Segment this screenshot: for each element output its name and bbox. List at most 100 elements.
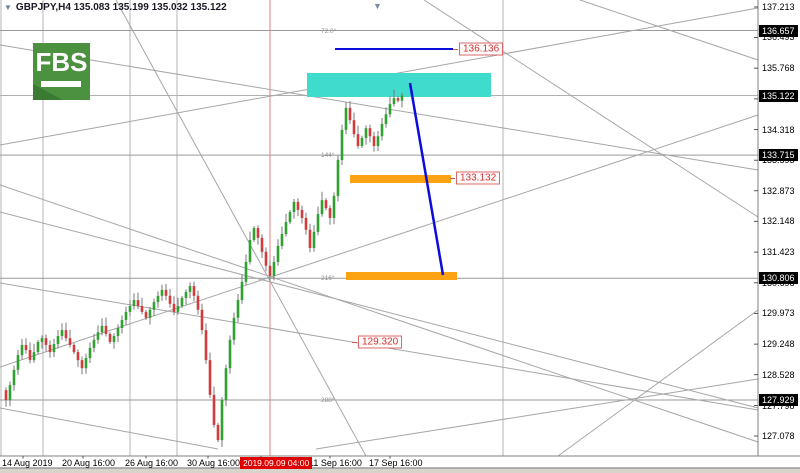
- candle-body: [388, 104, 392, 115]
- candle-body: [348, 107, 352, 121]
- candle-body: [384, 114, 388, 124]
- candle-body: [80, 360, 84, 369]
- candle-body: [84, 358, 88, 369]
- time-axis-label-highlighted: 2019.09.09 04:00: [240, 457, 313, 469]
- y-axis-tick-label: 132.873: [762, 185, 795, 196]
- candle-body: [236, 300, 240, 318]
- candle-body: [176, 305, 180, 312]
- time-axis-label: 30 Aug 16:00: [187, 458, 241, 468]
- y-axis-price-label: 136.657: [759, 24, 798, 37]
- candle-body: [56, 336, 60, 345]
- candle-body: [140, 305, 144, 312]
- candle-body: [204, 330, 208, 361]
- candle-body: [324, 200, 328, 209]
- candle-body: [256, 228, 260, 238]
- price-tag-dash: [450, 178, 455, 179]
- gann-angle-label: 72.0°: [321, 27, 337, 35]
- y-axis-price-label: 127.929: [759, 393, 798, 406]
- chart-shift-marker-icon[interactable]: ▼: [373, 1, 382, 11]
- candle-body: [24, 344, 28, 350]
- trend-line[interactable]: [0, 407, 219, 450]
- y-axis-price-label: 133.715: [759, 149, 798, 162]
- candle-body: [192, 286, 196, 296]
- price-tag-label[interactable]: 133.132: [456, 171, 501, 185]
- candle-body: [172, 303, 176, 312]
- time-axis-label: 26 Aug 16:00: [125, 458, 179, 468]
- time-axis-label: 20 Aug 16:00: [62, 458, 116, 468]
- candle-body: [336, 159, 340, 196]
- candle-body: [164, 289, 168, 296]
- support-zone-2[interactable]: [346, 272, 457, 280]
- candle-body: [396, 98, 400, 101]
- candle-body: [8, 385, 12, 400]
- candle-body: [228, 339, 232, 369]
- candle-body: [400, 95, 404, 101]
- candle-body: [156, 295, 160, 303]
- candle-body: [300, 209, 304, 218]
- candle-body: [268, 265, 272, 276]
- candle-body: [36, 341, 40, 353]
- price-tag-label[interactable]: 129.320: [358, 335, 403, 349]
- candle-body: [332, 195, 336, 218]
- trend-line[interactable]: [0, 211, 759, 409]
- symbol-dropdown-icon[interactable]: ▼: [4, 3, 12, 12]
- price-tag-dash: [352, 342, 357, 343]
- trend-line[interactable]: [579, 0, 759, 61]
- candle-body: [132, 300, 136, 306]
- candle-body: [288, 212, 292, 223]
- candle-body: [188, 286, 192, 293]
- candle-body: [180, 297, 184, 306]
- candle-body: [328, 208, 332, 218]
- candle-body: [372, 136, 376, 146]
- y-axis-tick-label: 137.213: [762, 2, 795, 12]
- candle-body: [168, 295, 172, 304]
- candle-body: [208, 360, 212, 395]
- candle-body: [296, 201, 300, 210]
- candle-body: [72, 344, 76, 353]
- candle-body: [104, 325, 108, 334]
- candle-body: [196, 295, 200, 310]
- y-axis-price-label: 135.122: [759, 89, 798, 102]
- trend-line[interactable]: [0, 114, 759, 368]
- candle-body: [360, 137, 364, 146]
- trend-line[interactable]: [115, 0, 367, 457]
- fbs-logo: FBS: [33, 43, 90, 100]
- y-axis-tick-label: 135.768: [762, 63, 795, 74]
- gann-angle-label: 216°: [321, 275, 335, 283]
- support-zone-1[interactable]: [350, 175, 451, 183]
- trend-line[interactable]: [0, 44, 759, 171]
- candle-body: [352, 120, 356, 135]
- candle-body: [92, 339, 96, 348]
- candle-body: [32, 352, 36, 361]
- candle-body: [344, 107, 348, 130]
- time-axis-label: 17 Sep 16:00: [369, 458, 423, 468]
- candle-body: [364, 128, 368, 138]
- trend-line[interactable]: [423, 0, 759, 218]
- trend-line[interactable]: [0, 184, 759, 443]
- price-tag-label[interactable]: 136.136: [459, 42, 504, 56]
- trend-line[interactable]: [557, 309, 759, 457]
- candle-body: [52, 344, 56, 353]
- candle-body: [16, 355, 20, 370]
- chart-header: ▼ GBPJPY,H4 135.083 135.199 135.032 135.…: [4, 2, 227, 13]
- candle-body: [184, 292, 188, 298]
- candle-body: [244, 261, 248, 282]
- candle-body: [128, 305, 132, 312]
- y-axis-tick-label: 127.078: [762, 431, 795, 441]
- candle-body: [148, 309, 152, 318]
- y-axis-tick-label: 132.148: [762, 216, 795, 227]
- y-axis-tick-label: 136.493: [762, 32, 795, 43]
- fbs-logo-underline: [41, 81, 81, 87]
- gann-angle-label: 144°: [321, 152, 335, 160]
- resistance-zone[interactable]: [307, 73, 491, 97]
- blue-projection-line[interactable]: [408, 82, 445, 276]
- candle-body: [28, 350, 32, 361]
- candle-body: [216, 424, 220, 441]
- y-axis-price-label: 130.806: [759, 272, 798, 285]
- candle-body: [392, 98, 396, 105]
- trend-line[interactable]: [315, 378, 759, 450]
- candle-body: [276, 245, 280, 262]
- candle-body: [320, 200, 324, 215]
- candle-body: [252, 228, 256, 240]
